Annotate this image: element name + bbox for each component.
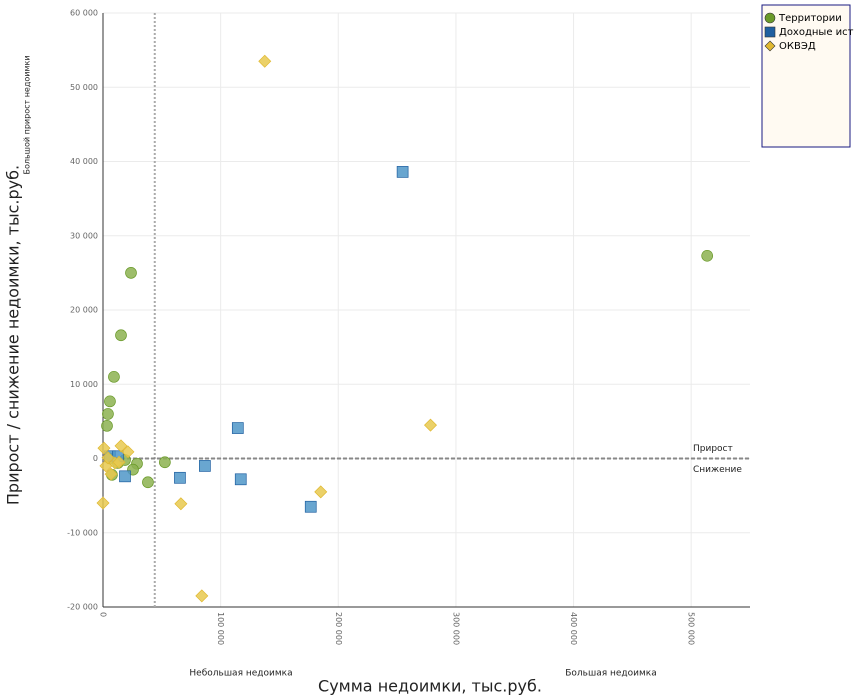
point	[108, 370, 120, 383]
annotation: Снижение	[693, 465, 742, 475]
annotation: Большая недоимка	[565, 669, 657, 679]
legend-marker	[764, 12, 776, 24]
x-tick-label: 400 000	[569, 612, 578, 645]
legend-label: Доходные ист	[779, 27, 854, 38]
y-tick-label: -20 000	[67, 603, 98, 612]
point	[121, 445, 135, 459]
legend-label: ОКВЭД	[779, 41, 816, 52]
point	[114, 439, 128, 453]
point	[119, 470, 131, 483]
x-axis-title: Сумма недоимки, тыс.руб.	[318, 677, 542, 696]
point	[101, 419, 113, 432]
legend-label: Территории	[778, 13, 842, 24]
y-tick-label: 0	[93, 454, 98, 463]
point	[104, 395, 116, 408]
point	[101, 451, 115, 465]
x-tick-label: 500 000	[687, 612, 696, 645]
point	[231, 422, 244, 434]
point	[159, 456, 171, 469]
point	[396, 166, 409, 178]
point	[174, 497, 188, 511]
point	[97, 441, 111, 455]
legend-marker	[764, 40, 776, 52]
point	[199, 460, 211, 472]
legend-box	[761, 4, 851, 148]
point	[701, 249, 714, 262]
x-tick-label: 300 000	[451, 612, 460, 645]
point	[424, 418, 437, 432]
chart-title: Большой прирост недоимки	[23, 55, 32, 174]
annotation: Небольшая недоимка	[189, 669, 292, 679]
x-tick-label: 100 000	[216, 612, 225, 645]
point	[174, 471, 186, 484]
point	[142, 476, 154, 489]
point	[258, 54, 272, 68]
point	[314, 485, 328, 499]
y-tick-label: -10 000	[67, 528, 98, 537]
point	[102, 408, 114, 420]
y-tick-label: 60 000	[70, 9, 98, 18]
annotation: Прирост	[693, 444, 733, 454]
y-axis-title: Прирост / снижение недоимки, тыс.руб.	[4, 165, 23, 505]
point	[195, 589, 209, 603]
point	[125, 267, 137, 279]
point	[96, 496, 110, 510]
x-tick-label: 0	[99, 612, 108, 617]
y-tick-label: 20 000	[70, 306, 98, 315]
y-tick-label: 40 000	[70, 157, 98, 166]
legend-marker	[764, 26, 776, 38]
point	[112, 455, 126, 469]
point	[104, 467, 118, 481]
point	[115, 329, 127, 342]
point	[234, 473, 247, 486]
point	[304, 500, 317, 513]
y-tick-label: 30 000	[70, 231, 98, 240]
y-tick-label: 50 000	[70, 83, 98, 92]
y-tick-label: 10 000	[70, 380, 98, 389]
x-tick-label: 200 000	[334, 612, 343, 645]
